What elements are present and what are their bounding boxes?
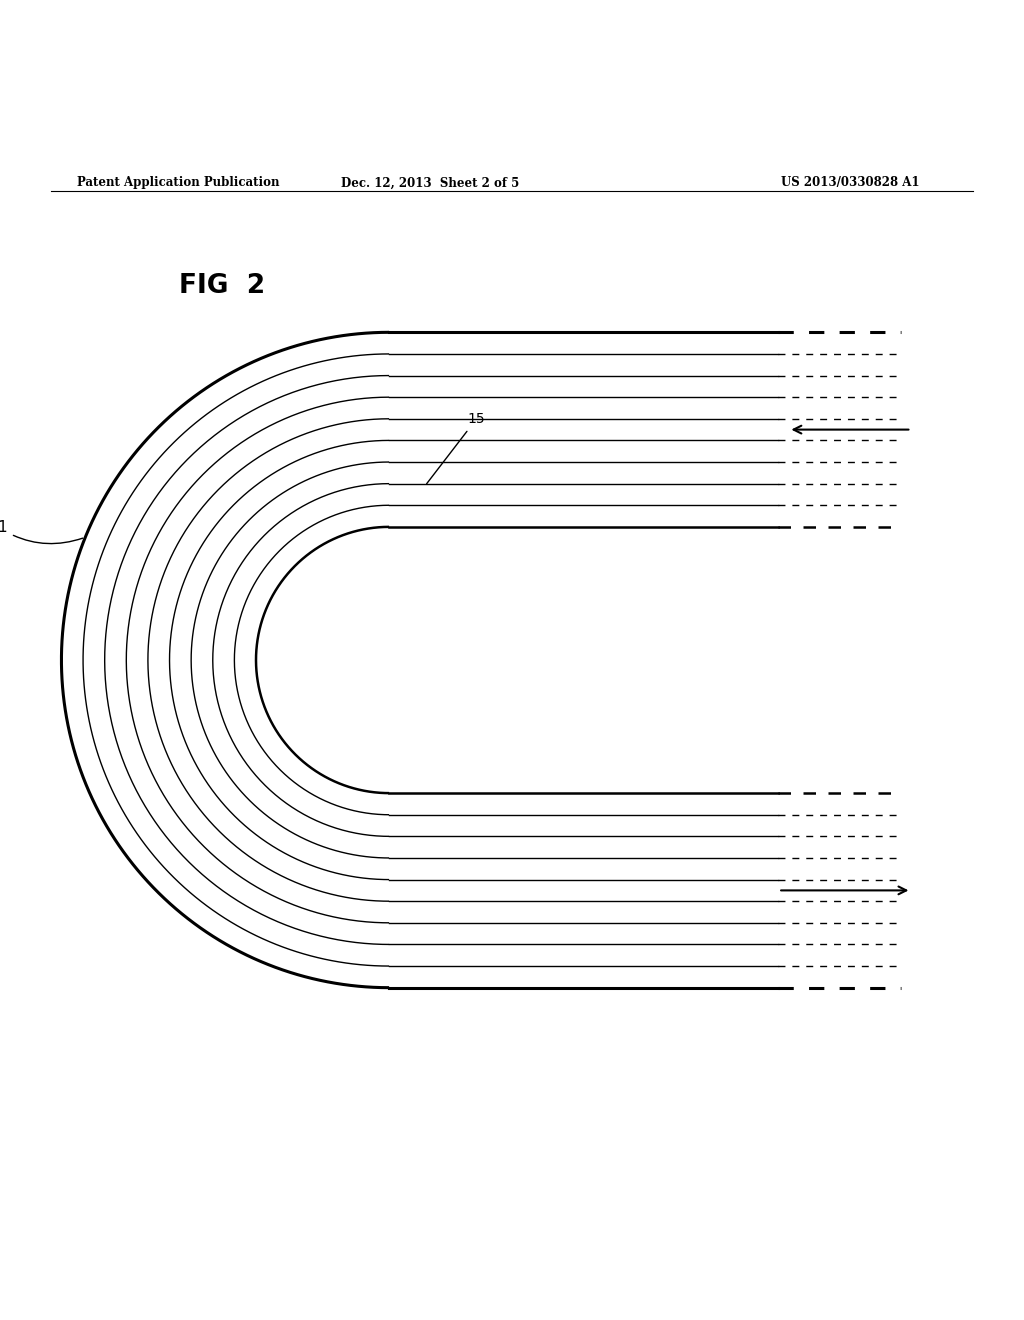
- Text: 15: 15: [427, 412, 485, 483]
- Text: Dec. 12, 2013  Sheet 2 of 5: Dec. 12, 2013 Sheet 2 of 5: [341, 177, 519, 189]
- Text: K1: K1: [0, 520, 83, 544]
- Text: Patent Application Publication: Patent Application Publication: [77, 177, 280, 189]
- Text: US 2013/0330828 A1: US 2013/0330828 A1: [780, 177, 920, 189]
- Text: FIG  2: FIG 2: [179, 273, 265, 300]
